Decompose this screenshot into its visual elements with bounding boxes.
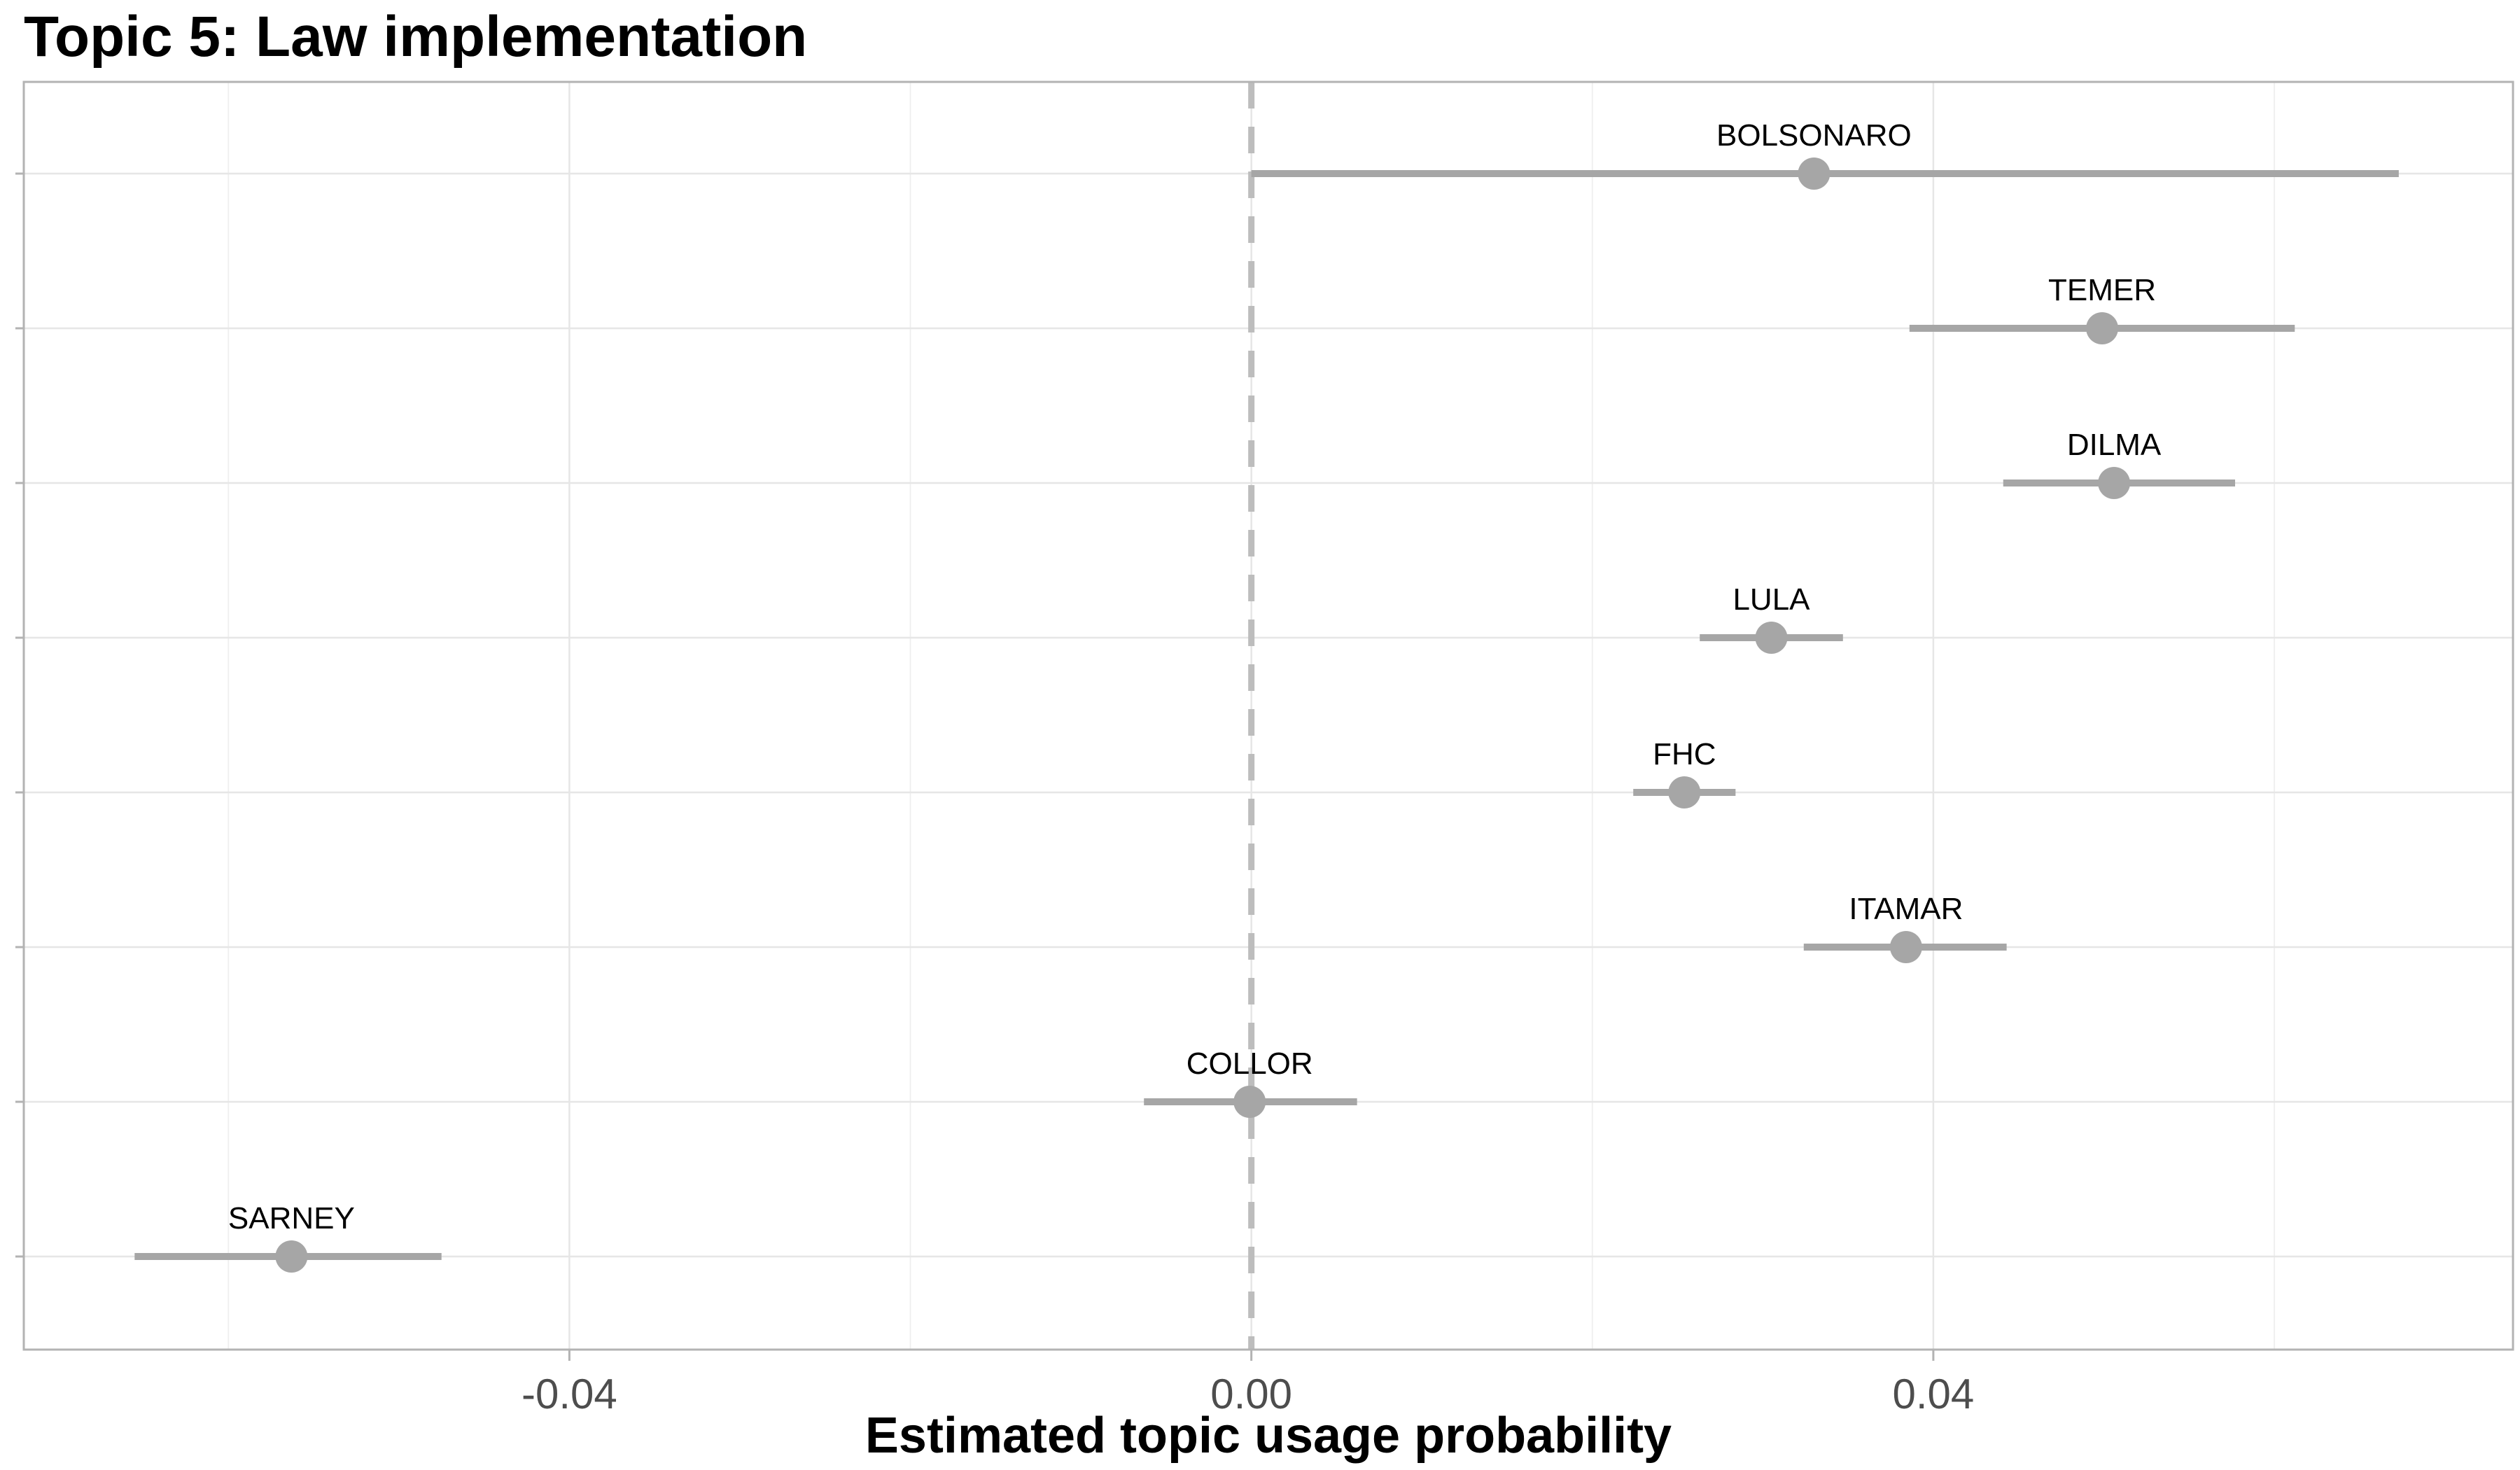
point-range-itamar: ITAMAR: [1803, 892, 2007, 963]
point-label: LULA: [1732, 582, 1810, 617]
point-label: SARNEY: [228, 1201, 355, 1236]
point-label: BOLSONARO: [1716, 118, 1912, 153]
point-range-lula: LULA: [1700, 582, 1843, 654]
data-marks: BOLSONARO TEMER DILMA LULA FHC ITAMAR COLLOR SA…: [134, 118, 2399, 1273]
panel-border: [22, 80, 2514, 1351]
estimate-point: [275, 1240, 308, 1273]
estimate-point: [1889, 931, 1922, 963]
point-label: TEMER: [2048, 273, 2156, 307]
point-label: DILMA: [2067, 428, 2162, 462]
point-label: FHC: [1653, 737, 1716, 771]
point-range-temer: TEMER: [1909, 273, 2295, 344]
point-range-sarney: SARNEY: [134, 1201, 442, 1273]
x-tick-label: 0.04: [1892, 1371, 1974, 1418]
grid: [24, 82, 2513, 1350]
estimate-point: [1798, 158, 1830, 190]
x-axis-title: Estimated topic usage probability: [865, 1408, 1672, 1464]
point-range-collor: COLLOR: [1144, 1046, 1357, 1118]
point-range-dilma: DILMA: [2003, 428, 2235, 499]
estimate-point: [2098, 467, 2131, 499]
estimate-point: [1668, 776, 1701, 808]
x-tick-label: -0.04: [522, 1371, 617, 1418]
estimate-point: [1755, 622, 1788, 654]
estimate-point: [1233, 1086, 1266, 1118]
point-range-fhc: FHC: [1633, 737, 1736, 808]
point-label: COLLOR: [1186, 1046, 1313, 1081]
estimate-point: [2086, 312, 2119, 344]
point-range-bolsonaro: BOLSONARO: [1251, 118, 2399, 190]
x-axis: -0.04 0.00 0.04: [15, 172, 1974, 1418]
point-label: ITAMAR: [1849, 892, 1963, 926]
x-tick-label: 0.00: [1210, 1371, 1292, 1418]
chart-title: Topic 5: Law implementation: [24, 5, 807, 69]
